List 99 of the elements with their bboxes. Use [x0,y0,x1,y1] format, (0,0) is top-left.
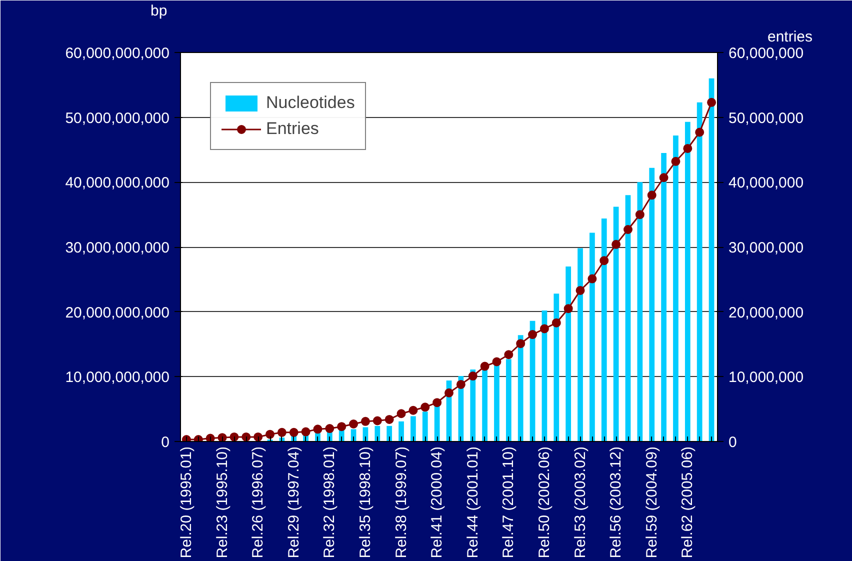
point [349,420,358,428]
point [564,304,573,314]
x-tick-label: Rel.59 (2004.09) [643,446,660,558]
bar [590,232,595,442]
bar [494,364,500,442]
point [254,432,263,442]
y-tick-label: 10,000,000,000 [65,369,170,386]
y2-tick-label: 60,000,000 [728,45,804,62]
point [289,428,298,437]
y2-tick-label: 50,000,000 [728,110,804,127]
point [444,388,454,398]
point [492,357,502,366]
point [600,256,609,266]
point [659,173,668,182]
bar [684,122,690,442]
y-tick-label: 20,000,000,000 [65,304,170,322]
point [408,406,418,415]
bar [434,405,440,442]
y-tick-label: 30,000,000,000 [65,240,170,256]
point [516,339,526,348]
point [528,330,538,340]
point [396,409,406,418]
bar [578,248,583,442]
bar [374,426,380,442]
bar [422,412,428,442]
point [504,350,514,360]
point [683,144,692,153]
x-tick-label: Rel.41 (2000.04) [428,446,446,558]
x-tick-label: Rel.29 (1997.04) [285,446,302,558]
point [230,432,239,442]
x-tick-label: Rel.32 (1998.01) [321,446,338,558]
bar [506,359,512,442]
x-tick-label: Rel.47 (2001.10) [500,446,518,558]
y2-tick-label: 0 [728,434,737,451]
point [432,398,442,408]
bar [661,152,666,442]
point [384,414,394,424]
point [707,98,716,107]
bar [386,426,392,442]
bar [696,102,702,442]
bar [398,421,404,442]
y-tick-label: 40,000,000,000 [65,174,170,192]
point [540,324,549,334]
bar [482,370,488,442]
point [372,416,382,426]
point [671,156,680,166]
point [647,190,656,200]
bar [410,416,416,442]
y-tick-label: 0 [161,434,170,451]
x-tick-label: Rel.23 (1995.10) [214,446,231,558]
bar [637,182,643,442]
point [420,402,430,412]
point [624,225,632,234]
y-tick-label: 50,000,000,000 [65,110,170,127]
x-tick-label: Rel.26 (1996.07) [250,446,267,558]
y2-tick-label: 40,000,000 [728,174,804,192]
point [266,430,274,439]
point [695,128,704,137]
x-tick-label: Rel.62 (2005.06) [679,446,696,558]
y-tick-label: 60,000,000,000 [65,45,170,62]
point [242,432,251,442]
x-tick-label: Rel.56 (2003.12) [608,446,625,558]
y2-axis-title: entries [767,28,813,46]
x-tick-label: Rel.35 (1998.10) [356,446,374,558]
point [588,274,597,284]
point [218,433,227,442]
x-tick-label: Rel.38 (1999.07) [392,446,410,558]
y2-tick-label: 10,000,000 [728,369,804,386]
point [301,427,310,436]
bar [566,266,572,442]
bar [649,168,655,442]
point [206,434,215,442]
bar [518,335,524,442]
point [612,240,621,249]
point [552,318,561,328]
point [277,428,286,437]
x-tick-label: Rel.20 (1995.01) [178,446,195,558]
point [635,210,644,220]
bar [601,218,607,442]
x-tick-label: Rel.44 (2001.01) [464,446,482,558]
y2-tick-label: 30,000,000 [728,240,804,256]
point [325,424,334,434]
bar [708,78,714,442]
point [480,362,490,371]
point [313,424,322,434]
x-tick-label: Rel.53 (2003.02) [572,446,589,558]
y2-tick-label: 20,000,000 [728,304,804,322]
legend-label: Entries [266,119,319,139]
bar [673,135,678,442]
point [360,416,370,426]
legend-label: Nucleotides [266,93,355,113]
point [337,422,346,432]
y-axis-title: bp [150,2,168,20]
bar [613,206,619,442]
bar [554,294,560,442]
point [576,286,585,295]
x-tick-label: Rel.50 (2002.06) [536,446,553,558]
point [456,380,466,389]
point [468,372,478,381]
